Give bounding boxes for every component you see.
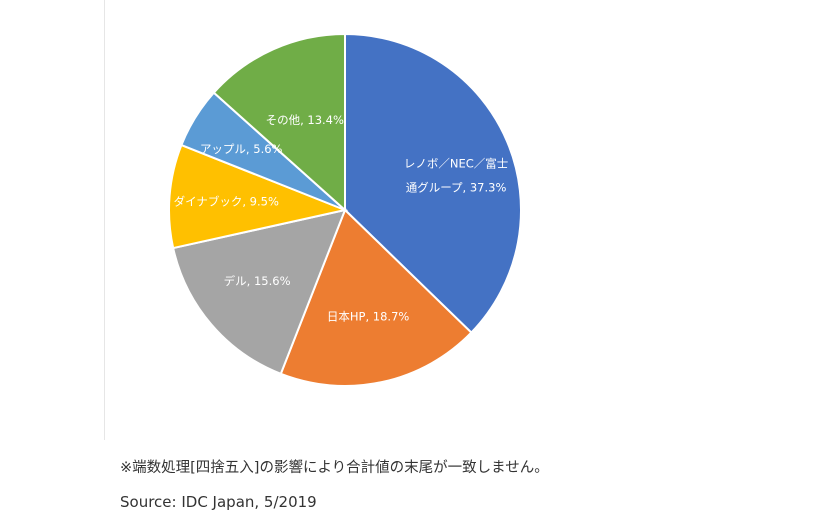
slice-label-4: アップル, 5.6% bbox=[200, 142, 283, 156]
footnote: ※端数処理[四捨五入]の影響により合計値の末尾が一致しません。 bbox=[120, 460, 549, 476]
pie-slice-2 bbox=[171, 208, 347, 376]
pie-slice-0 bbox=[344, 32, 522, 334]
pie-chart: レノボ／NEC／富士通グループ, 37.3% 日本HP, 18.7% デル, 15.… bbox=[168, 32, 522, 387]
slice-label-line: ダイナブック, 9.5% bbox=[174, 194, 279, 208]
slice-label-2: デル, 15.6% bbox=[224, 274, 291, 288]
slice-label-line: 日本HP, 18.7% bbox=[327, 310, 409, 324]
pie-slice-3 bbox=[168, 143, 349, 250]
slice-label-5: その他, 13.4% bbox=[266, 113, 344, 127]
slice-label-line: アップル, 5.6% bbox=[200, 142, 283, 156]
slice-label-1: 日本HP, 18.7% bbox=[327, 310, 409, 324]
slice-label-0: レノボ／NEC／富士通グループ, 37.3% bbox=[404, 157, 508, 195]
source-note: Source: IDC Japan, 5/2019 bbox=[120, 493, 317, 511]
slice-label-line: 通グループ, 37.3% bbox=[406, 181, 507, 195]
slice-label-line: その他, 13.4% bbox=[266, 113, 344, 127]
chart-frame bbox=[104, 0, 825, 440]
slice-label-line: デル, 15.6% bbox=[224, 274, 291, 288]
pie-labels: レノボ／NEC／富士通グループ, 37.3% 日本HP, 18.7% デル, 15.… bbox=[174, 113, 509, 324]
pie-slices bbox=[168, 32, 522, 387]
slice-label-3: ダイナブック, 9.5% bbox=[174, 194, 279, 208]
slice-label-line: レノボ／NEC／富士 bbox=[404, 157, 508, 171]
pie-slice-5 bbox=[212, 32, 346, 213]
